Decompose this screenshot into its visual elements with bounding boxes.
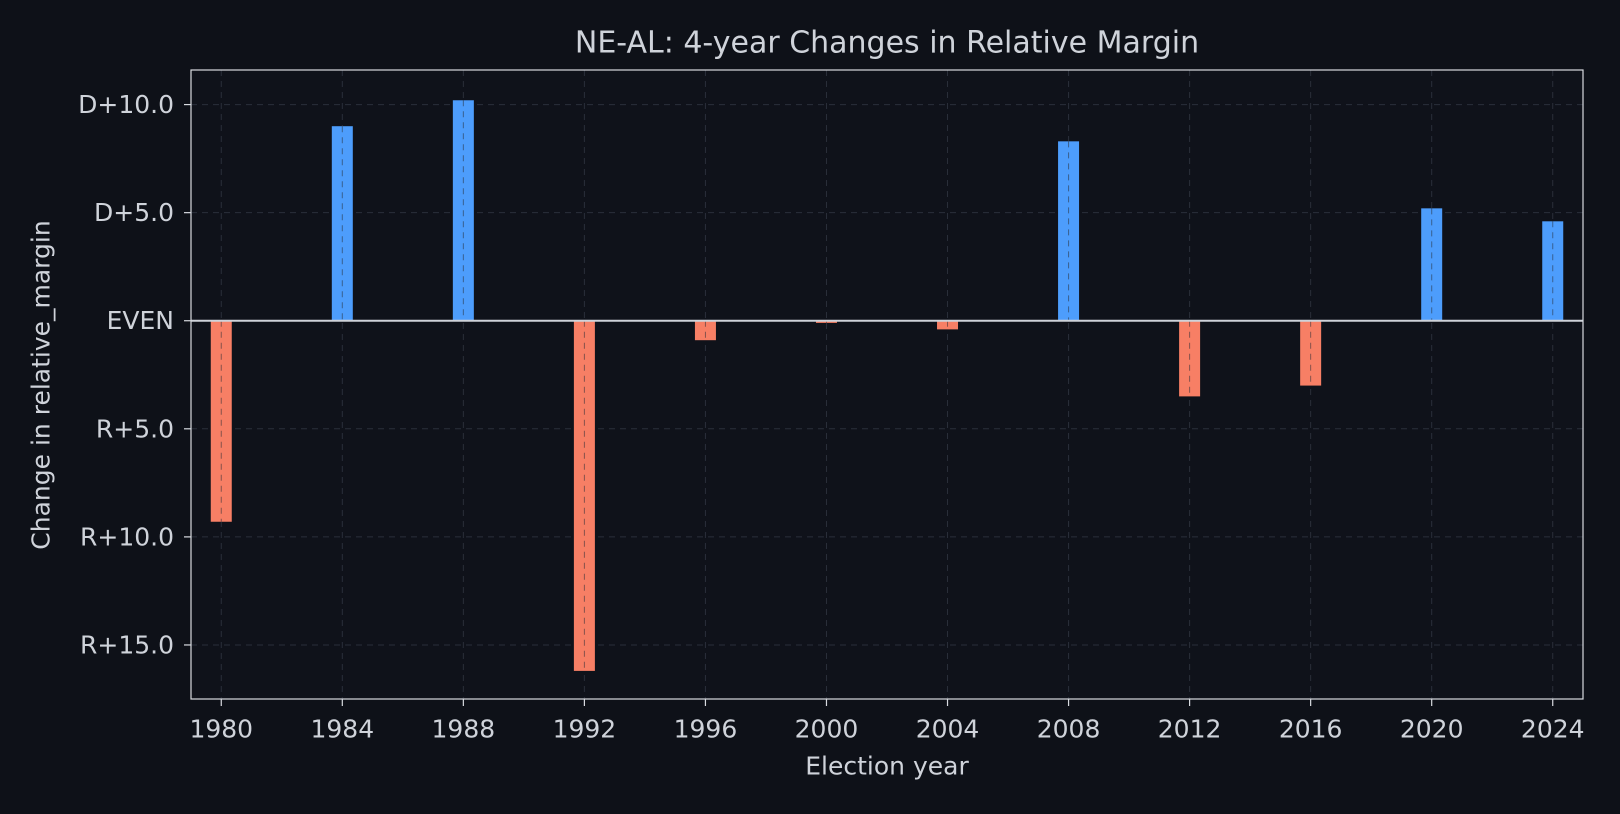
x-tick-label-2016: 2016: [1279, 715, 1343, 744]
bar-1984: [331, 126, 353, 321]
x-tick-label-2024: 2024: [1521, 715, 1585, 744]
y-tick-label: R+15.0: [80, 630, 174, 659]
x-tick-label-1980: 1980: [189, 715, 253, 744]
bar-2016: [1300, 320, 1322, 386]
y-tick-label: EVEN: [107, 306, 174, 335]
x-tick-label-1988: 1988: [432, 715, 496, 744]
x-tick-label-2012: 2012: [1158, 715, 1222, 744]
x-tick-label-1996: 1996: [674, 715, 738, 744]
x-tick-label-1992: 1992: [553, 715, 617, 744]
y-tick-label: R+10.0: [80, 522, 174, 551]
y-tick-label: R+5.0: [96, 414, 174, 443]
bar-1992: [573, 320, 595, 671]
x-tick-label-2008: 2008: [1037, 715, 1101, 744]
x-tick-label-2004: 2004: [916, 715, 980, 744]
y-tick-label: D+5.0: [94, 198, 174, 227]
grid-lines: [191, 70, 1583, 699]
y-tick-label: D+10.0: [78, 90, 174, 119]
x-tick-label-2000: 2000: [795, 715, 859, 744]
plot-area: [191, 70, 1583, 699]
x-tick-label-1984: 1984: [310, 715, 374, 744]
axes: 1980 1984 1988 1992 1996 2000 2004 2008 2012 2016…: [78, 69, 1585, 744]
x-tick-label-2020: 2020: [1400, 715, 1464, 744]
y-axis-label: Change in relative_margin: [27, 220, 56, 549]
x-axis-label: Election year: [805, 752, 969, 781]
chart-title: NE-AL: 4-year Changes in Relative Margin: [575, 26, 1199, 61]
bar-1996: [694, 320, 716, 341]
plot-frame: [190, 69, 1584, 700]
bars: [210, 100, 1564, 671]
